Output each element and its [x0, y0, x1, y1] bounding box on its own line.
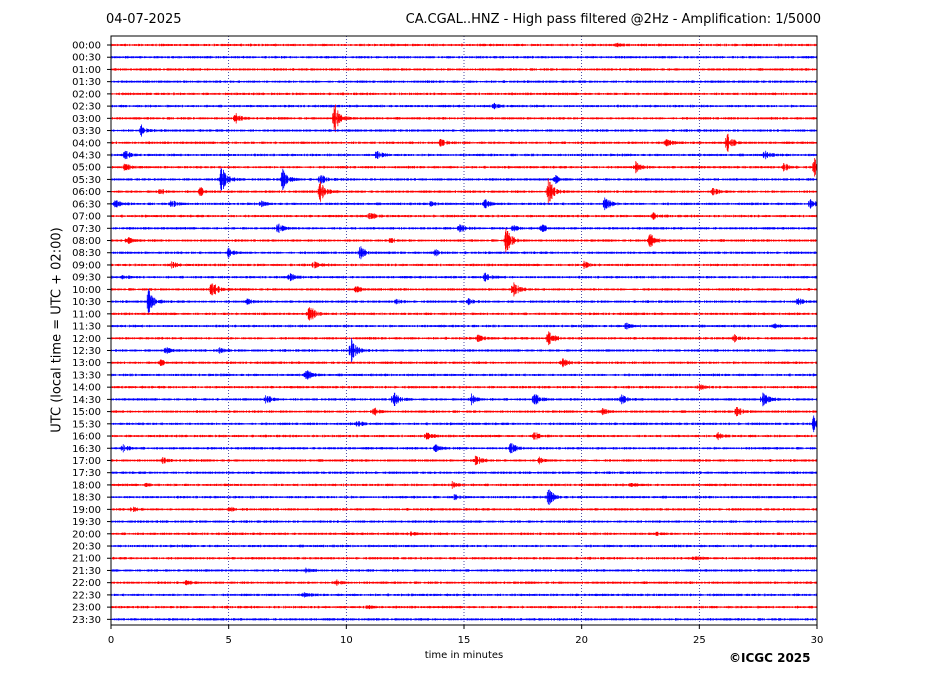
row-time-label: 08:30 — [72, 248, 101, 259]
row-time-label: 18:00 — [72, 480, 101, 491]
row-time-label: 15:30 — [72, 419, 101, 430]
x-tick-label: 10 — [340, 635, 353, 646]
plot-frame — [110, 35, 818, 626]
x-tick-label: 15 — [458, 635, 471, 646]
copyright-credit: ©ICGC 2025 — [729, 651, 811, 665]
row-time-label: 17:00 — [72, 456, 101, 467]
x-tick-label: 20 — [575, 635, 588, 646]
row-time-label: 09:30 — [72, 273, 101, 284]
row-time-label: 07:00 — [72, 212, 101, 223]
row-time-label: 16:00 — [72, 432, 101, 443]
row-time-label: 14:30 — [72, 395, 101, 406]
row-time-label: 10:30 — [72, 297, 101, 308]
row-time-label: 21:00 — [72, 554, 101, 565]
row-time-label: 18:30 — [72, 493, 101, 504]
row-time-label: 02:30 — [72, 102, 101, 113]
row-time-label: 00:00 — [72, 41, 101, 52]
row-time-label: 15:00 — [72, 407, 101, 418]
row-time-label: 17:30 — [72, 468, 101, 479]
row-time-label: 05:30 — [72, 175, 101, 186]
row-time-label: 14:00 — [72, 383, 101, 394]
row-time-label: 02:00 — [72, 89, 101, 100]
row-time-label: 03:30 — [72, 126, 101, 137]
x-tick-label: 5 — [225, 635, 231, 646]
row-time-label: 19:30 — [72, 517, 101, 528]
y-axis-label: UTC (local time = UTC + 02:00) — [49, 227, 65, 433]
x-tick-label: 0 — [108, 635, 114, 646]
row-time-label: 08:00 — [72, 236, 101, 247]
row-time-label: 10:00 — [72, 285, 101, 296]
row-time-label: 04:30 — [72, 150, 101, 161]
chart-date: 04-07-2025 — [106, 12, 182, 27]
row-time-label: 23:30 — [72, 615, 101, 626]
row-time-label: 21:30 — [72, 566, 101, 577]
row-time-label: 01:30 — [72, 77, 101, 88]
row-time-label: 13:30 — [72, 370, 101, 381]
row-time-label: 19:00 — [72, 505, 101, 516]
row-time-label: 09:00 — [72, 260, 101, 271]
row-time-label: 04:00 — [72, 138, 101, 149]
row-time-label: 07:30 — [72, 224, 101, 235]
row-time-label: 22:00 — [72, 578, 101, 589]
row-time-label: 11:00 — [72, 309, 101, 320]
gridlines — [228, 36, 700, 625]
row-time-label: 01:00 — [72, 65, 101, 76]
x-tick-label: 25 — [693, 635, 706, 646]
row-time-label: 06:00 — [72, 187, 101, 198]
x-axis-label: time in minutes — [424, 650, 504, 661]
row-time-label: 03:00 — [72, 114, 101, 125]
row-time-label: 12:00 — [72, 334, 101, 345]
row-time-label: 05:00 — [72, 163, 101, 174]
row-time-label: 00:30 — [72, 53, 101, 64]
row-time-label: 16:30 — [72, 444, 101, 455]
chart-title: CA.CGAL..HNZ - High pass filtered @2Hz -… — [405, 12, 821, 27]
x-axis-ticks: 0 5 10 15 20 25 30 — [108, 625, 824, 646]
row-time-label: 13:00 — [72, 358, 101, 369]
row-time-label: 12:30 — [72, 346, 101, 357]
row-time-label: 20:30 — [72, 542, 101, 553]
x-tick-label: 30 — [811, 635, 824, 646]
row-time-label: 23:00 — [72, 603, 101, 614]
row-time-label: 06:30 — [72, 199, 101, 210]
row-time-label: 20:00 — [72, 529, 101, 540]
row-time-label: 22:30 — [72, 590, 101, 601]
row-time-label: 11:30 — [72, 322, 101, 333]
